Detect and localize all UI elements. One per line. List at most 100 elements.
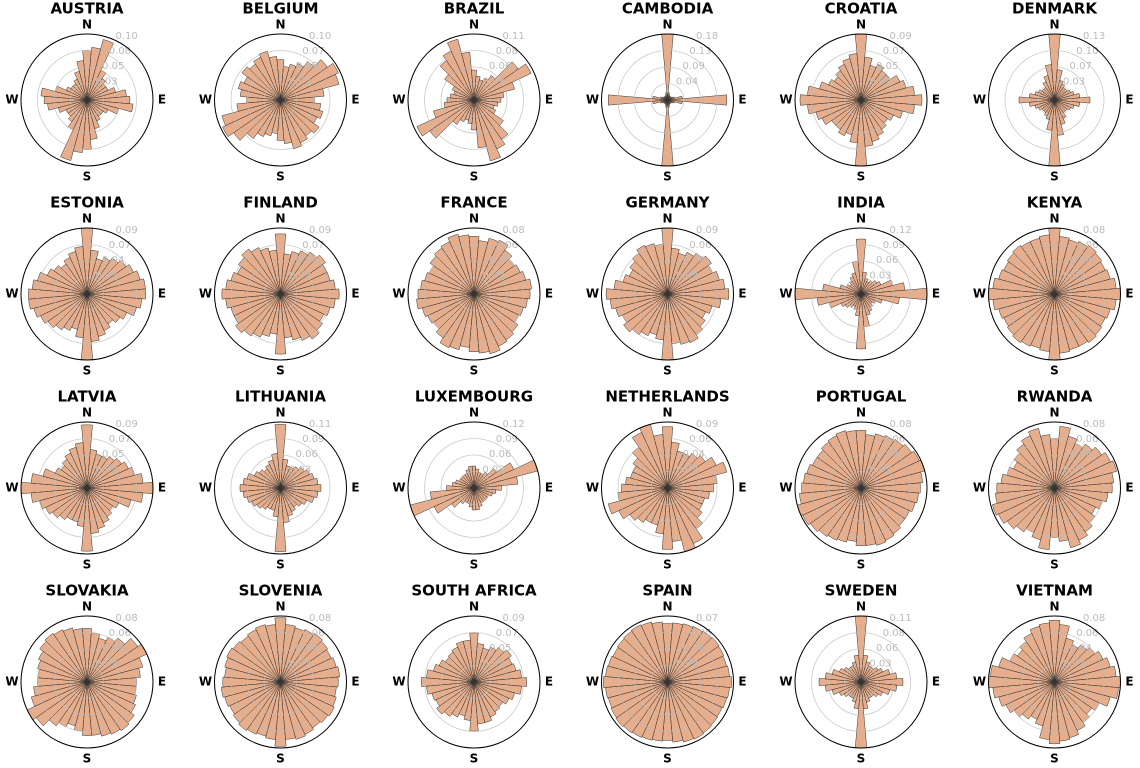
bar <box>860 678 904 686</box>
bar <box>1038 622 1055 683</box>
r-tick-label: 0.06 <box>876 643 898 654</box>
chart-title: NETHERLANDS <box>605 388 729 406</box>
grid-ring <box>1021 260 1088 328</box>
compass-label: E <box>1125 287 1133 301</box>
polar-frame <box>214 615 347 749</box>
bar <box>860 471 923 489</box>
bar <box>636 244 668 295</box>
polar-frame <box>988 615 1121 749</box>
bar <box>76 60 88 101</box>
compass-label: N <box>469 212 479 226</box>
bar <box>1018 96 1055 104</box>
r-tick-label: 0.09 <box>883 240 905 251</box>
grid-ring <box>650 83 685 117</box>
r-tick-label: 0.06 <box>109 628 131 639</box>
bar <box>86 657 144 683</box>
bar <box>473 649 512 683</box>
bar <box>81 424 93 489</box>
bar <box>258 50 281 101</box>
polar-frame <box>407 421 541 555</box>
bar <box>72 628 88 683</box>
bar <box>255 624 281 683</box>
bar <box>86 487 120 509</box>
polar-frame <box>214 227 347 361</box>
chart-title: CAMBODIA <box>622 0 714 18</box>
grid-ring <box>230 632 331 732</box>
chart-title: LUXEMBOURG <box>415 388 533 406</box>
r-tick-label: 0.12 <box>502 419 524 430</box>
bar <box>65 86 88 101</box>
bar <box>1054 482 1113 494</box>
chart-title: BRAZIL <box>444 0 505 18</box>
bar <box>274 424 287 489</box>
grid-ring <box>827 66 895 134</box>
polar-frame <box>407 615 541 749</box>
r-tick-label: 0.09 <box>115 225 137 236</box>
r-tick-label: 0.04 <box>102 643 124 654</box>
bar <box>1054 96 1091 104</box>
r-tick-label: 0.02 <box>95 464 117 475</box>
grid-ring <box>37 632 137 732</box>
compass-label: S <box>857 558 866 572</box>
compass-label: W <box>5 287 18 301</box>
grid-ring <box>53 66 121 134</box>
bar <box>274 681 287 747</box>
r-tick-label: 0.06 <box>876 255 898 266</box>
grid-ring <box>247 66 314 134</box>
r-tick-label: 0.02 <box>869 76 891 87</box>
r-tick-label: 0.02 <box>289 76 311 87</box>
compass-label: S <box>470 364 479 378</box>
chart-title: DENMARK <box>1012 0 1098 18</box>
bar <box>473 476 519 489</box>
polar-frame <box>601 421 734 555</box>
compass-label: N <box>856 600 866 614</box>
compass-label: N <box>275 406 285 420</box>
bar <box>667 94 728 106</box>
r-tick-label: 0.08 <box>109 46 131 57</box>
r-tick-label: 0.06 <box>1076 240 1098 251</box>
bar <box>238 681 281 732</box>
r-tick-label: 0.08 <box>889 419 911 430</box>
grid-ring <box>634 454 701 522</box>
compass-label: N <box>1049 212 1059 226</box>
bar <box>280 487 303 507</box>
bar <box>280 632 323 683</box>
compass-label: N <box>662 406 672 420</box>
compass-label: S <box>83 558 92 572</box>
bar <box>235 293 281 334</box>
compass-label: N <box>1049 18 1059 32</box>
r-tick-label: 0.10 <box>1076 46 1098 57</box>
grid-ring <box>263 665 298 699</box>
bar <box>280 293 331 317</box>
bar <box>86 681 130 732</box>
bar <box>268 56 281 101</box>
bar <box>667 636 720 683</box>
compass-label: E <box>1125 481 1133 495</box>
compass-label: E <box>545 287 553 301</box>
bar <box>651 621 668 683</box>
bar <box>276 99 285 141</box>
grid-ring <box>53 454 121 522</box>
grid-ring <box>811 50 911 150</box>
compass-label: W <box>199 287 212 301</box>
bar <box>232 640 281 683</box>
compass-label: S <box>663 558 672 572</box>
grid-ring <box>811 244 911 344</box>
r-tick-label: 0.07 <box>1070 61 1092 72</box>
bar <box>473 239 509 295</box>
compass-label: S <box>857 752 866 766</box>
bar <box>239 484 281 492</box>
bar <box>280 288 340 300</box>
compass-label: E <box>351 481 359 495</box>
chart-title: KENYA <box>1027 194 1083 212</box>
compass-label: W <box>199 481 212 495</box>
r-tick-label: 0.02 <box>676 464 698 475</box>
bar <box>1040 434 1055 489</box>
chart-title: BELGIUM <box>242 0 318 18</box>
grid-ring <box>37 50 137 150</box>
compass-label: S <box>663 752 672 766</box>
bar <box>443 99 475 109</box>
bar <box>417 288 475 300</box>
bar <box>799 94 862 106</box>
r-tick-label: 0.02 <box>869 464 891 475</box>
